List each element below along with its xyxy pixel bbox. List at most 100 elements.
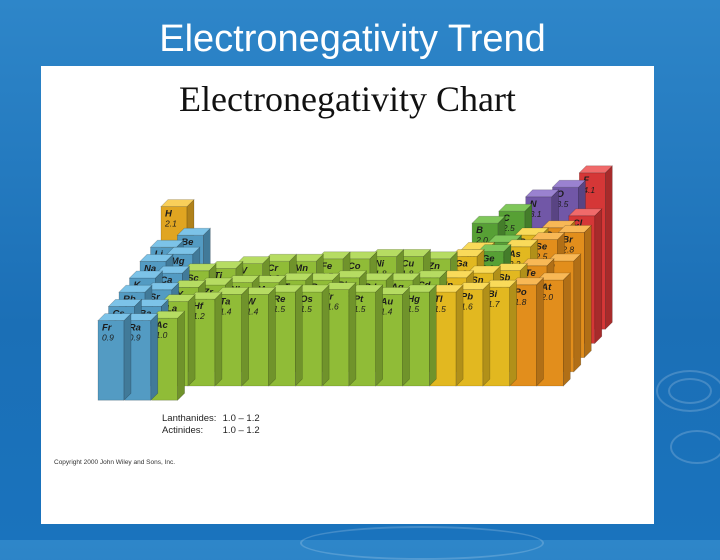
- element-top-face: [402, 284, 438, 293]
- chart-panel: H2.1F4.1O3.5N3.1C2.5B2.0Be1.5Li1.0Cl2.9S…: [41, 66, 654, 524]
- element-symbol: N: [530, 199, 538, 210]
- element-value: 1.0: [156, 330, 168, 340]
- element-cell-po: Po1.8: [509, 277, 545, 387]
- element-symbol: H: [165, 209, 173, 220]
- element-value: 1.5: [273, 304, 285, 314]
- element-side-face: [428, 284, 437, 387]
- element-side-face: [123, 312, 132, 401]
- element-symbol: W: [247, 296, 257, 307]
- element-symbol: Pt: [354, 294, 364, 305]
- element-symbol: Zn: [427, 261, 440, 272]
- element-cell-bi: Bi1.7: [482, 279, 518, 387]
- element-value: 3.1: [530, 209, 542, 219]
- element-cell-w: W1.4: [241, 286, 277, 387]
- element-top-face: [316, 251, 351, 260]
- element-cell-hg: Hg1.5: [402, 284, 438, 387]
- legend-label: Lanthanides:: [162, 413, 217, 424]
- element-top-face: [160, 199, 195, 207]
- element-symbol: Cr: [268, 263, 280, 274]
- element-symbol: Sb: [498, 273, 510, 284]
- element-top-face: [578, 165, 614, 174]
- element-side-face: [321, 284, 330, 387]
- legend: Lanthanides: 1.0 – 1.2 Actinides: 1.0 – …: [162, 413, 260, 437]
- element-top-face: [279, 272, 314, 281]
- element-top-face: [171, 280, 207, 288]
- element-side-face: [241, 286, 249, 387]
- element-value: 2.0: [540, 292, 553, 302]
- element-value: 2.5: [502, 223, 515, 233]
- element-top-face: [176, 227, 212, 236]
- element-top-face: [322, 282, 357, 290]
- element-value: 1.5: [300, 304, 312, 314]
- element-top-face: [493, 263, 528, 271]
- element-top-face: [456, 282, 491, 290]
- element-symbol: C: [503, 213, 510, 224]
- element-symbol: Hf: [193, 301, 204, 312]
- element-value: 2.8: [561, 244, 574, 254]
- element-symbol: Sc: [187, 273, 199, 284]
- element-top-face: [107, 299, 143, 307]
- element-symbol: Au: [380, 296, 394, 307]
- element-top-face: [139, 254, 174, 262]
- element-top-face: [503, 239, 539, 248]
- element-side-face: [375, 284, 384, 387]
- element-value: 0.9: [102, 333, 114, 343]
- ripple-decoration: [300, 526, 544, 560]
- element-top-face: [450, 249, 485, 257]
- element-symbol: F: [583, 175, 589, 186]
- element-top-face: [369, 249, 405, 257]
- element-side-face: [482, 281, 491, 387]
- element-symbol: Ge: [482, 254, 495, 265]
- element-top-face: [509, 277, 545, 286]
- element-top-face: [471, 215, 506, 224]
- element-value: 1.5: [354, 304, 366, 314]
- copyright-text: Copyright 2000 John Wiley and Sons, Inc.: [54, 459, 176, 466]
- element-side-face: [268, 286, 276, 387]
- element-symbol: Ni: [375, 258, 385, 269]
- element-symbol: Sr: [150, 292, 161, 303]
- element-top-face: [466, 265, 502, 274]
- element-value: 1.4: [381, 306, 393, 316]
- element-top-face: [145, 282, 180, 291]
- chart-title: Electronegativity Chart: [179, 79, 516, 119]
- element-side-face: [348, 281, 357, 387]
- element-symbol: Na: [144, 263, 156, 274]
- element-cell-at: At2.0: [536, 272, 572, 387]
- element-top-face: [235, 256, 271, 264]
- element-top-face: [557, 225, 593, 233]
- element-symbol: Fe: [321, 261, 333, 272]
- legend-value: 1.0 – 1.2: [222, 413, 260, 424]
- element-top-face: [520, 258, 555, 267]
- element-value: 1.5: [407, 304, 419, 314]
- element-symbol: As: [508, 249, 521, 260]
- element-side-face: [562, 272, 571, 387]
- element-side-face: [187, 293, 196, 387]
- element-value: 1.2: [193, 311, 205, 321]
- element-side-face: [150, 312, 159, 401]
- element-top-face: [477, 244, 512, 252]
- element-side-face: [295, 284, 303, 387]
- element-top-face: [413, 270, 448, 279]
- ripple-decoration: [670, 430, 720, 464]
- element-value: 1.4: [247, 306, 259, 316]
- element-top-face: [536, 272, 572, 281]
- element-cell-pt: Pt1.5: [348, 284, 384, 387]
- element-top-face: [209, 261, 244, 269]
- element-top-face: [118, 284, 153, 293]
- element-value: 3.5: [557, 199, 569, 209]
- element-symbol: B: [476, 225, 483, 236]
- element-top-face: [551, 179, 587, 188]
- element-cell-fr: Fr0.9: [97, 312, 132, 401]
- element-symbol: Co: [348, 261, 361, 272]
- element-value: 2.5: [535, 252, 548, 262]
- element-top-face: [161, 294, 196, 302]
- element-top-face: [332, 270, 368, 279]
- element-value: 1.7: [488, 299, 500, 309]
- element-side-face: [455, 284, 464, 387]
- element-top-face: [498, 203, 533, 212]
- element-top-face: [150, 310, 186, 319]
- element-top-face: [188, 291, 223, 300]
- element-cell-tl: Tl1.5: [429, 284, 464, 387]
- element-symbol: Cu: [402, 258, 415, 269]
- element-symbol: Os: [300, 294, 313, 305]
